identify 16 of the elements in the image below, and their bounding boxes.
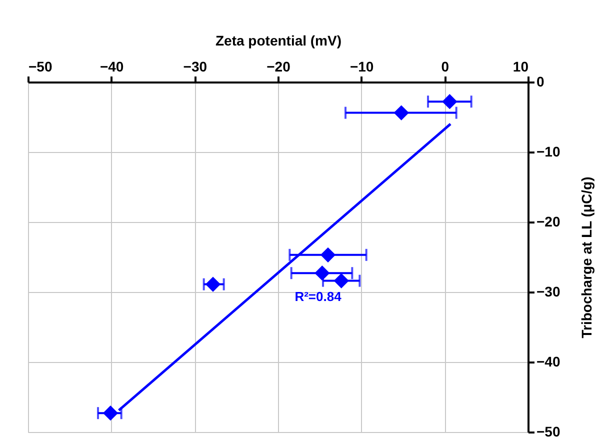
x-tick-label: −30: [183, 58, 208, 74]
x-tick-label: 10: [512, 58, 529, 74]
annotation: R²=0.84: [294, 289, 342, 304]
y-tick-label: −20: [536, 214, 560, 230]
y-axis-title: Tribocharge at LL (μC/g): [578, 176, 594, 338]
y-tick-label: 0: [536, 74, 544, 90]
x-tick-label: 0: [441, 58, 450, 74]
x-tick-label: −50: [28, 58, 52, 74]
x-tick-label: −10: [350, 58, 374, 74]
x-tick-label: −40: [100, 58, 124, 74]
x-axis-title: Zeta potential (mV): [215, 32, 342, 48]
y-tick-label: −50: [536, 424, 560, 440]
y-tick-label: −40: [536, 354, 560, 370]
y-tick-label: −30: [536, 284, 560, 300]
y-tick-label: −10: [536, 144, 560, 160]
x-tick-label: −20: [266, 58, 291, 74]
